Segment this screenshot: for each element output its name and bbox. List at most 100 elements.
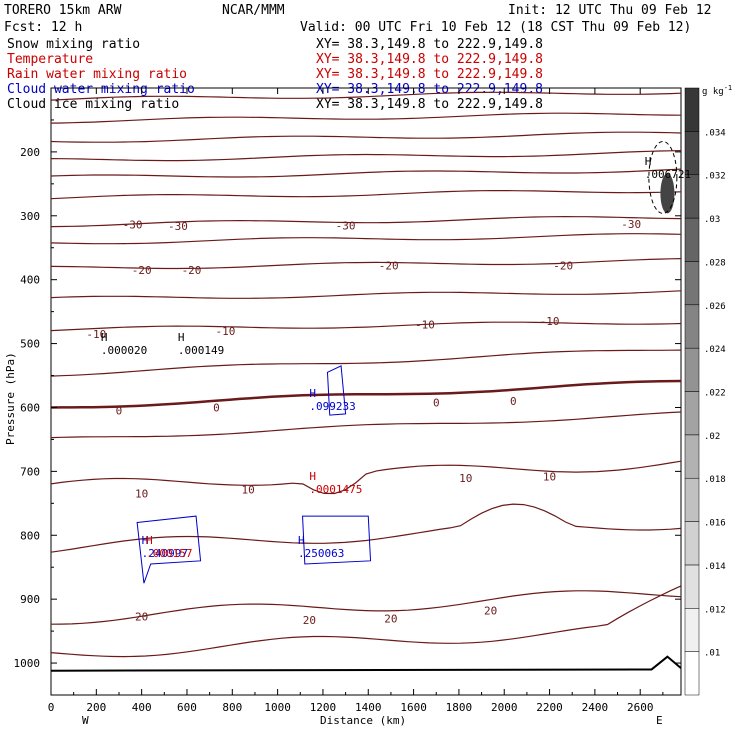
y-tick-label: 500 <box>20 338 40 351</box>
isotherm-line <box>50 190 682 200</box>
max-value-label: .0001475 <box>309 483 362 496</box>
max-marker: H <box>146 534 153 547</box>
temperature-label: -10 <box>540 315 560 328</box>
y-axis-label: Pressure (hPa) <box>4 352 17 445</box>
isotherm-line <box>50 585 682 658</box>
snow-shading <box>660 173 675 214</box>
y-tick-label: 600 <box>20 401 40 414</box>
x-tick-label: 1400 <box>355 701 382 714</box>
temperature-label: 20 <box>303 614 316 627</box>
max-value-label: .099233 <box>309 400 355 413</box>
max-value-label: .250063 <box>298 547 344 560</box>
max-value-label: .000020 <box>101 344 147 357</box>
x-tick-label: 800 <box>222 701 242 714</box>
isotherm-line <box>50 112 682 124</box>
temperature-label: -20 <box>132 264 152 277</box>
legend-entry-xy: XY= 38.3,149.8 to 222.9,149.8 <box>316 37 543 52</box>
legend-entry-name: Rain water mixing ratio <box>7 67 187 82</box>
temperature-label: -20 <box>553 260 573 273</box>
temperature-label: -20 <box>182 264 202 277</box>
colorbar-cell <box>684 651 700 696</box>
colorbar-cell <box>684 564 700 609</box>
isotherm-line <box>50 290 682 299</box>
colorbar-cell <box>684 391 700 436</box>
temperature-label: 20 <box>484 605 497 618</box>
x-tick-label: 2000 <box>491 701 518 714</box>
colorbar-tick-label: .012 <box>704 605 726 615</box>
west-label: W <box>82 714 89 727</box>
colorbar-tick-label: .016 <box>704 519 726 529</box>
temperature-label: -10 <box>415 318 435 331</box>
x-tick-label: 400 <box>132 701 152 714</box>
header: TORERO 15km ARW NCAR/MMM Init: 12 UTC Th… <box>4 3 712 35</box>
isotherm-line <box>50 233 682 245</box>
cloud-water-contour <box>326 365 347 416</box>
x-tick-label: 1600 <box>400 701 427 714</box>
y-tick-label: 300 <box>20 210 40 223</box>
colorbar-tick-label: .018 <box>704 475 726 485</box>
x-tick-label: 600 <box>177 701 197 714</box>
x-tick-label: 1000 <box>264 701 291 714</box>
x-tick-label: 1800 <box>446 701 473 714</box>
temperature-label: -30 <box>168 220 188 233</box>
temperature-label: 0 <box>433 396 440 409</box>
legend-entry-xy: XY= 38.3,149.8 to 222.9,149.8 <box>316 82 543 97</box>
temperature-label: 10 <box>135 488 148 501</box>
temperature-label: 10 <box>459 472 472 485</box>
colorbar-unit-exp: -1 <box>724 84 732 92</box>
x-axis-label: Distance (km) <box>320 714 406 727</box>
max-marker: H <box>178 331 185 344</box>
isotherm-line <box>50 379 682 409</box>
temperature-label: 10 <box>242 483 255 496</box>
max-marker: H <box>142 534 149 547</box>
colorbar-tick-label: .01 <box>704 649 720 659</box>
isotherm-line <box>50 131 682 143</box>
colorbar-cell <box>684 304 700 349</box>
isotherm-line <box>50 460 682 495</box>
temperature-label: 0 <box>116 405 123 418</box>
colorbar-tick-label: .022 <box>704 389 726 399</box>
colorbar-cell <box>684 217 700 262</box>
isotherm-line <box>50 91 682 101</box>
colorbar-cell <box>684 174 700 219</box>
temperature-label: -30 <box>123 219 143 232</box>
valid-time: Valid: 00 UTC Fri 10 Feb 12 (18 CST Thu … <box>300 20 691 35</box>
y-tick-label: 700 <box>20 465 40 478</box>
plot-frame <box>50 87 682 696</box>
max-marker: H <box>298 534 305 547</box>
y-tick-label: 400 <box>20 274 40 287</box>
forecast-hour: Fcst: 12 h <box>4 20 82 35</box>
temperature-label: 0 <box>510 395 517 408</box>
east-label: E <box>656 714 663 727</box>
colorbar-tick-label: .03 <box>704 215 720 225</box>
x-tick-label: 2600 <box>627 701 654 714</box>
legend-entry-xy: XY= 38.3,149.8 to 222.9,149.8 <box>316 67 543 82</box>
legend-entry-xy: XY= 38.3,149.8 to 222.9,149.8 <box>316 52 543 67</box>
max-marker: H <box>309 470 316 483</box>
isotherm-line <box>50 349 682 377</box>
x-tick-label: 0 <box>48 701 55 714</box>
init-time: Init: 12 UTC Thu 09 Feb 12 <box>508 3 712 18</box>
colorbar-cell <box>684 477 700 522</box>
colorbar-tick-label: .034 <box>704 128 726 138</box>
colorbar-tick-label: .014 <box>704 562 726 572</box>
temperature-label: -10 <box>86 328 106 341</box>
colorbar-cell <box>684 521 700 566</box>
isotherm-line <box>50 411 682 439</box>
plot-area: -30 -30 -30 -30 -20 -20 -20 -20 -10 -10 -10 -10 0 0 0 0… <box>50 87 691 696</box>
temperature-label: -30 <box>621 218 641 231</box>
axes: 0 200 400 600 800 1000 1200 1400 1600 1800 2000 220… <box>14 88 681 714</box>
max-value-label: .006721 <box>645 168 691 181</box>
isotherm-line <box>50 168 682 178</box>
legend-entry-name: Cloud water mixing ratio <box>7 82 195 97</box>
colorbar-cell <box>684 434 700 479</box>
colorbar-cell <box>684 87 700 132</box>
temperature-label: -20 <box>379 260 399 273</box>
temperature-label: 20 <box>384 612 397 625</box>
x-tick-label: 1200 <box>310 701 337 714</box>
temperature-label: -30 <box>336 219 356 232</box>
snow-contour <box>648 140 678 214</box>
colorbar-cell <box>684 347 700 392</box>
cloud-water-contour <box>136 515 202 584</box>
